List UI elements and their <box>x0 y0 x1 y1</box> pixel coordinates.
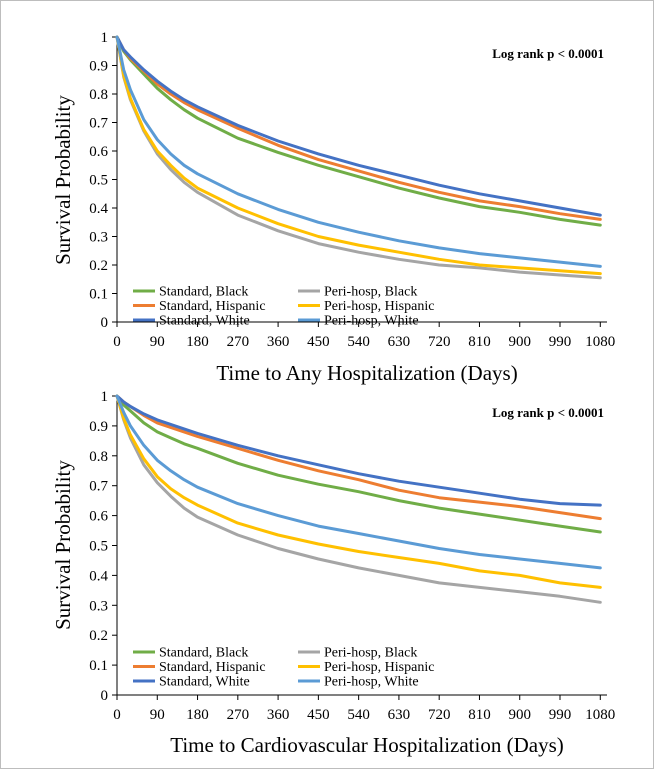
series-line-standard-black <box>115 35 602 227</box>
series-line-standard-black <box>115 394 602 534</box>
legend-entry: Peri-hosp, White <box>324 314 419 329</box>
x-tick-label: 1080 <box>585 334 615 350</box>
y-tick-label: 0.6 <box>89 509 108 525</box>
x-tick-label: 360 <box>267 707 290 723</box>
legend-entry: Standard, Hispanic <box>159 660 266 675</box>
y-tick-label: 0.8 <box>89 449 108 465</box>
x-tick-label: 810 <box>468 334 491 350</box>
legend-entry: Standard, White <box>159 314 250 329</box>
y-tick-label: 0.4 <box>89 568 108 584</box>
legend-entry: Standard, Black <box>159 285 248 300</box>
x-tick-label: 630 <box>388 334 411 350</box>
series-line-peri-hosp-black <box>115 394 602 604</box>
x-tick-label: 900 <box>508 334 531 350</box>
x-tick-label: 180 <box>186 707 209 723</box>
y-axis-label: Survival Probability <box>51 95 75 265</box>
y-tick-label: 0.2 <box>89 258 108 274</box>
y-tick-label: 0.5 <box>89 173 108 189</box>
legend-entry: Standard, Hispanic <box>159 299 266 314</box>
y-tick-label: 0.9 <box>89 59 108 75</box>
x-tick-label: 90 <box>150 334 165 350</box>
series-line-peri-hosp-hispanic <box>115 394 602 589</box>
y-tick-label: 0.3 <box>89 230 108 246</box>
series-line-standard-hispanic <box>115 35 602 221</box>
log-rank-annotation: Log rank p < 0.0001 <box>492 405 604 420</box>
y-tick-label: 0.5 <box>89 539 108 555</box>
y-tick-label: 0.9 <box>89 419 108 435</box>
x-axis-label: Time to Cardiovascular Hospitalization (… <box>170 733 563 757</box>
x-tick-label: 0 <box>113 707 121 723</box>
y-axis-label: Survival Probability <box>51 460 75 630</box>
series-line-standard-white <box>115 394 602 507</box>
legend-entry: Standard, White <box>159 675 250 690</box>
legend-entry: Peri-hosp, Hispanic <box>324 299 434 314</box>
y-tick-label: 0.8 <box>89 87 108 103</box>
log-rank-annotation: Log rank p < 0.0001 <box>492 46 604 61</box>
x-tick-label: 270 <box>227 334 250 350</box>
series-line-peri-hosp-white <box>115 35 602 268</box>
x-tick-label: 630 <box>388 707 411 723</box>
chart-panel-2: 0 0.1 0.2 0.3 0.4 0.5 0.6 0.7 0.8 0.9 1 0 90 180 270 36… <box>51 389 615 757</box>
y-tick-label: 0.2 <box>89 628 108 644</box>
y-tick-label: 0 <box>101 315 109 331</box>
x-tick-label: 900 <box>508 707 531 723</box>
x-tick-label: 540 <box>347 334 370 350</box>
legend-entry: Peri-hosp, Black <box>324 646 417 661</box>
legend-entry: Peri-hosp, Hispanic <box>324 660 434 675</box>
y-tick-label: 0 <box>101 688 109 704</box>
series-line-peri-hosp-hispanic <box>115 35 602 276</box>
x-tick-label: 360 <box>267 334 290 350</box>
y-tick-label: 0.3 <box>89 598 108 614</box>
series-line-peri-hosp-black <box>115 35 602 280</box>
y-tick-label: 1 <box>101 389 109 405</box>
x-tick-label: 1080 <box>585 707 615 723</box>
x-tick-label: 0 <box>113 334 121 350</box>
chart-panel-1: 0 0.1 0.2 0.3 0.4 0.5 0.6 0.7 0.8 0.9 1 0 90 180 270 36… <box>51 30 615 385</box>
legend-entry: Peri-hosp, Black <box>324 285 417 300</box>
y-tick-label: 0.6 <box>89 144 108 160</box>
x-tick-label: 270 <box>227 707 250 723</box>
y-tick-label: 0.7 <box>89 479 108 495</box>
x-tick-label: 810 <box>468 707 491 723</box>
series-line-standard-white <box>115 35 602 217</box>
x-tick-label: 720 <box>428 707 451 723</box>
y-tick-label: 1 <box>101 30 109 46</box>
y-tick-label: 0.1 <box>89 658 108 674</box>
series-line-peri-hosp-white <box>115 394 602 570</box>
x-tick-label: 450 <box>307 334 330 350</box>
x-tick-label: 180 <box>186 334 209 350</box>
x-tick-label: 90 <box>150 707 165 723</box>
legend-entry: Standard, Black <box>159 646 248 661</box>
y-tick-label: 0.4 <box>89 201 108 217</box>
x-tick-label: 540 <box>347 707 370 723</box>
x-tick-label: 990 <box>549 334 572 350</box>
x-tick-label: 720 <box>428 334 451 350</box>
x-axis-label: Time to Any Hospitalization (Days) <box>216 361 517 385</box>
y-tick-label: 0.7 <box>89 116 108 132</box>
x-tick-label: 990 <box>549 707 572 723</box>
legend-entry: Peri-hosp, White <box>324 675 419 690</box>
y-tick-label: 0.1 <box>89 287 108 303</box>
x-tick-label: 450 <box>307 707 330 723</box>
